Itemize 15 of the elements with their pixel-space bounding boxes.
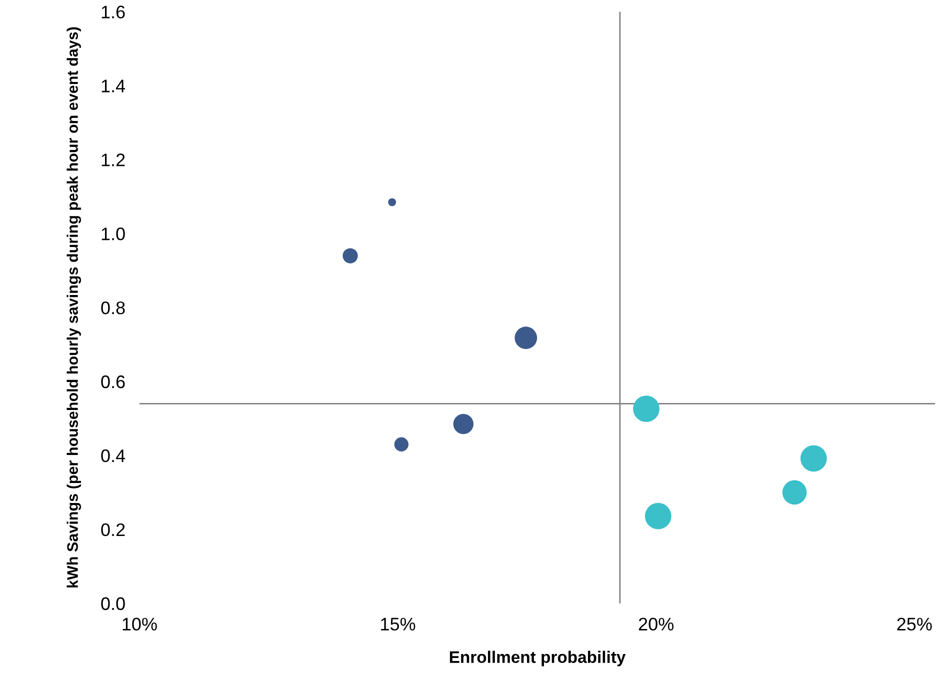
y-tick-label: 0.4 [101,449,126,462]
y-tick-label: 0.0 [101,597,125,610]
x-tick-label: 10% [122,618,157,631]
y-tick-label: 1.0 [102,228,125,240]
x-tick-label: 25% [897,618,932,631]
y-tick-label: 1.6 [102,6,125,18]
y-tick-label: 0.2 [101,523,125,536]
y-axis-title: kWh Savings (per household hourly savings during peak hour on event days) [66,27,82,588]
y-tick-label: 1.2 [102,154,125,166]
y-tick-label: 0.8 [101,301,125,314]
x-tick-label: 15% [381,618,416,631]
x-tick-label: 20% [638,618,674,631]
y-tick-label: 1.4 [102,80,126,92]
y-tick-label: 0.6 [101,375,125,388]
x-axis-title: Enrollment probability [450,650,626,666]
